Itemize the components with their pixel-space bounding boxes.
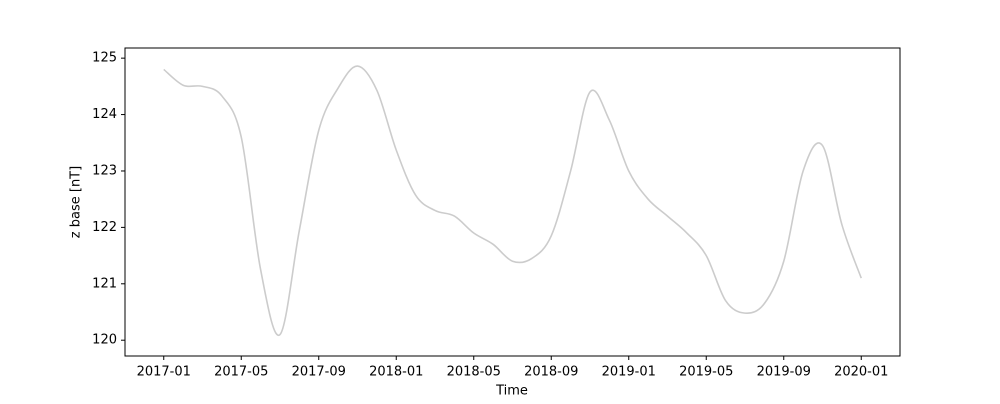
y-tick-label: 120 bbox=[92, 333, 117, 348]
x-tick-label: 2018-01 bbox=[369, 365, 423, 380]
x-tick-label: 2017-09 bbox=[292, 365, 346, 380]
x-axis-label: Time bbox=[495, 384, 528, 399]
x-tick-label: 2019-01 bbox=[602, 365, 656, 380]
y-tick-label: 123 bbox=[92, 163, 117, 178]
x-tick-label: 2018-05 bbox=[447, 365, 501, 380]
y-tick-label: 124 bbox=[92, 107, 117, 122]
y-tick-label: 121 bbox=[92, 276, 117, 291]
x-tick-label: 2019-05 bbox=[679, 365, 733, 380]
x-tick-label: 2018-09 bbox=[524, 365, 578, 380]
y-tick-label: 125 bbox=[92, 51, 117, 66]
y-axis-label: z base [nT] bbox=[69, 166, 84, 238]
y-tick-label: 122 bbox=[92, 220, 117, 235]
plot-frame bbox=[124, 47, 901, 357]
x-tick-label: 2020-01 bbox=[834, 365, 888, 380]
data-line bbox=[163, 65, 863, 337]
x-tick-label: 2017-01 bbox=[137, 365, 191, 380]
x-tick-label: 2019-09 bbox=[757, 365, 811, 380]
x-tick-label: 2017-05 bbox=[214, 365, 268, 380]
